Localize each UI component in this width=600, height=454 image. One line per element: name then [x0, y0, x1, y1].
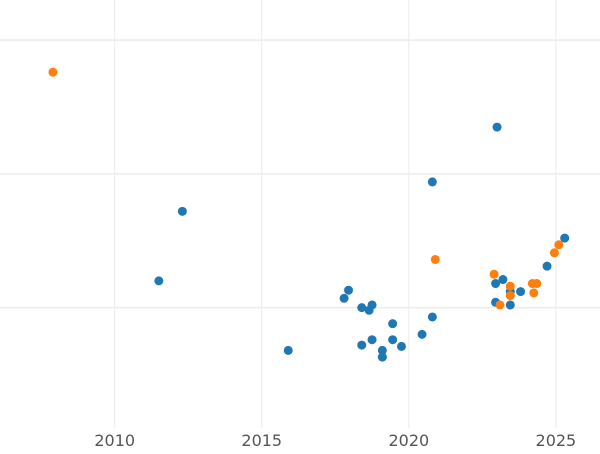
data-point-series-1 — [495, 300, 505, 310]
x-tick-labels: 2010 2015 2020 2025 — [94, 431, 576, 450]
data-point-series-0 — [542, 261, 552, 271]
data-point-series-1 — [48, 67, 58, 77]
grid-layer — [0, 0, 600, 428]
data-point-series-0 — [388, 335, 398, 345]
data-point-series-0 — [154, 276, 164, 286]
data-point-series-0 — [396, 341, 406, 351]
data-point-series-0 — [344, 285, 354, 295]
data-point-series-1 — [549, 248, 559, 258]
data-point-series-0 — [417, 329, 427, 339]
x-tick-label: 2015 — [241, 431, 282, 450]
data-point-series-0 — [339, 293, 349, 303]
data-point-series-0 — [283, 345, 293, 355]
x-tick-label: 2020 — [388, 431, 429, 450]
data-point-series-0 — [491, 279, 501, 289]
data-point-series-0 — [367, 335, 377, 345]
data-point-series-1 — [529, 288, 539, 298]
data-point-series-0 — [357, 303, 367, 313]
data-point-series-0 — [377, 345, 387, 355]
x-tick-label: 2010 — [94, 431, 135, 450]
data-point-series-1 — [430, 254, 440, 264]
data-point-series-0 — [377, 352, 387, 362]
data-point-series-0 — [388, 319, 398, 329]
data-point-series-0 — [177, 206, 187, 216]
data-point-series-0 — [505, 300, 515, 310]
data-point-series-0 — [560, 233, 570, 243]
data-point-series-0 — [492, 122, 502, 132]
data-point-series-0 — [427, 312, 437, 322]
data-point-series-0 — [427, 177, 437, 187]
data-point-series-0 — [367, 300, 377, 310]
data-point-series-0 — [516, 287, 526, 297]
data-point-series-0 — [498, 275, 508, 285]
data-point-series-1 — [489, 269, 499, 279]
data-point-series-1 — [554, 240, 564, 250]
data-points — [48, 67, 570, 362]
data-point-series-1 — [505, 281, 515, 291]
x-tick-label: 2025 — [536, 431, 577, 450]
data-point-series-0 — [357, 340, 367, 350]
data-point-series-1 — [532, 279, 542, 289]
data-point-series-1 — [505, 291, 515, 301]
